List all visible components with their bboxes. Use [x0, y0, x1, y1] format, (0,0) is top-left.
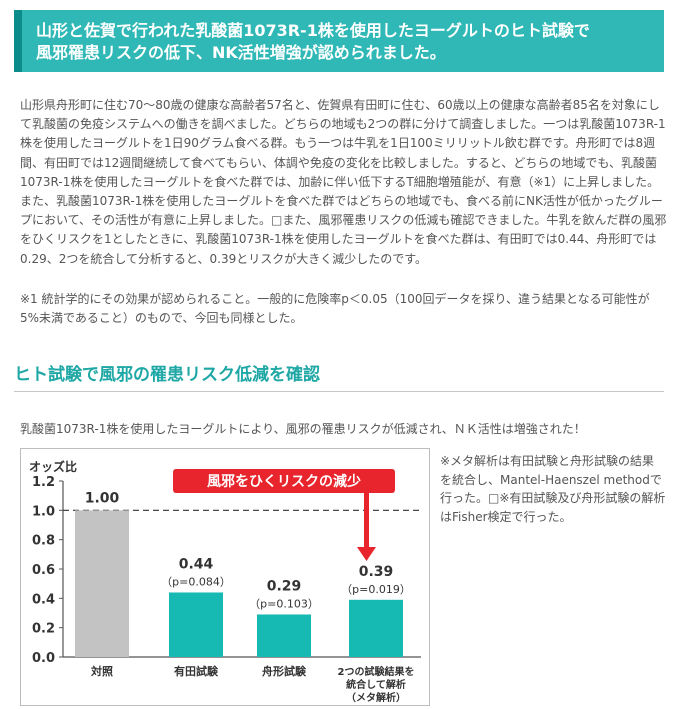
bar	[75, 510, 129, 657]
bar-value-label: 1.00	[85, 490, 120, 506]
annotation-arrow-shaft	[364, 493, 369, 549]
bar-value-label: 0.29	[267, 578, 302, 594]
y-axis-label: オッズ比	[29, 459, 77, 474]
header-line-2: 風邪罹患リスクの低下、NK活性増強が認められました。	[36, 43, 446, 62]
bar-p-value-label: （p=0.019）	[341, 583, 411, 596]
y-tick-label: 0.2	[32, 622, 55, 637]
category-label: （メタ解析）	[346, 691, 406, 704]
y-tick-label: 0.4	[32, 592, 55, 607]
bar-value-label: 0.39	[359, 564, 394, 580]
bar	[257, 614, 311, 657]
bar	[349, 599, 403, 657]
category-label: 統合して解析	[346, 678, 406, 691]
category-label: 2つの試験結果を	[338, 665, 415, 678]
section-title: ヒト試験で風邪の罹患リスク低減を確認	[14, 360, 664, 392]
category-label: 対照	[90, 664, 113, 678]
annotation-arrow-head	[357, 547, 376, 561]
bar	[169, 592, 223, 657]
bar-value-label: 0.44	[179, 556, 214, 572]
category-label: 有田試験	[174, 664, 219, 678]
study-description: 山形県舟形町に住む70〜80歳の健康な高齢者57名と、佐賀県有田町に住む、60歳…	[20, 98, 667, 266]
footnote-significance: ※1 統計学的にその効果が認められること。一般的に危険率p＜0.05（100回デ…	[20, 292, 650, 326]
y-tick-label: 0.8	[32, 534, 55, 549]
analysis-note: ※メタ解析は有田試験と舟形試験の結果を統合し、Mantel-Haenszel m…	[440, 454, 666, 524]
odds-ratio-chart: オッズ比 0.0 0.2 0.4 0.6 0.8 1.0 1.2 1.00 対照 0.44 （p=0.…	[20, 448, 430, 706]
bar-p-value-label: （p=0.103）	[249, 597, 319, 610]
category-label: 舟形試験	[262, 664, 307, 678]
odds-ratio-svg: オッズ比 0.0 0.2 0.4 0.6 0.8 1.0 1.2 1.00 対照 0.44 （p=0.…	[29, 459, 421, 704]
annotation-label: 風邪をひくリスクの減少	[207, 473, 361, 490]
y-tick-label: 1.2	[32, 475, 55, 490]
y-tick-label: 1.0	[32, 504, 55, 519]
bar-p-value-label: （p=0.084）	[161, 575, 231, 588]
y-tick-label: 0.6	[32, 563, 55, 578]
annotation-banner	[173, 469, 395, 493]
header-line-1: 山形と佐賀で行われた乳酸菌1073R-1株を使用したヨーグルトのヒト試験で	[36, 21, 590, 40]
page-header: 山形と佐賀で行われた乳酸菌1073R-1株を使用したヨーグルトのヒト試験で 風邪…	[14, 10, 664, 72]
y-tick-label: 0.0	[32, 651, 55, 666]
section-intro: 乳酸菌1073R-1株を使用したヨーグルトにより、風邪の罹患リスクが低減され、Ｎ…	[20, 422, 586, 436]
